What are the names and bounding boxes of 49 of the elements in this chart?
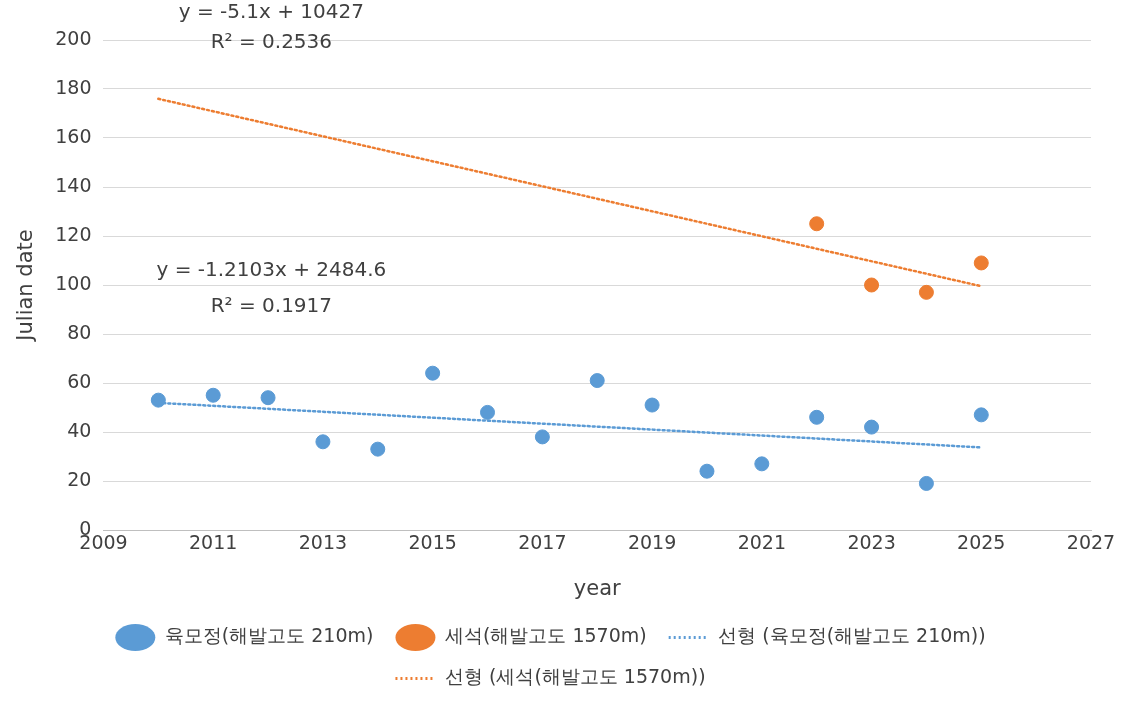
annotation: R² = 0.1917 <box>210 293 333 318</box>
point <box>864 419 880 435</box>
point <box>809 409 825 425</box>
y-tick-label: 120 <box>55 222 92 245</box>
legend-label: 선형 (육모정(해발고도 210m)) <box>718 624 986 647</box>
y-tick-label: 20 <box>67 467 92 490</box>
x-tick-label: 2023 <box>847 531 896 554</box>
x-tick-label: 2027 <box>1066 531 1116 554</box>
y-tick-label: 100 <box>55 271 92 294</box>
x-tick-label: 2025 <box>957 531 1006 554</box>
legend-label: 선형 (세석(해발고도 1570m)) <box>444 665 706 688</box>
y-tick-label: 80 <box>67 320 92 343</box>
legend-label: 세석(해발고도 1570m) <box>444 624 647 647</box>
x-tick-label: 2019 <box>627 531 677 554</box>
point <box>589 373 605 389</box>
point <box>534 429 550 445</box>
point <box>918 284 934 300</box>
x-tick-label: 2021 <box>737 531 786 554</box>
x-tick-label: 2013 <box>298 531 348 554</box>
annotation: R² = 0.2536 <box>210 28 333 53</box>
legend-label: 육모정(해발고도 210m) <box>164 624 374 647</box>
y-tick-label: 160 <box>55 124 92 147</box>
point <box>644 397 660 413</box>
point <box>425 365 441 381</box>
point <box>864 277 880 293</box>
point <box>205 387 221 403</box>
point <box>150 392 166 408</box>
point <box>315 434 331 450</box>
y-tick-label: 140 <box>55 173 92 196</box>
y-tick-label: 200 <box>55 26 92 49</box>
point <box>480 404 496 420</box>
x-tick-label: 2011 <box>189 531 238 554</box>
point <box>754 456 770 472</box>
point <box>809 216 825 232</box>
y-tick-label: 180 <box>55 75 92 98</box>
point <box>370 441 386 457</box>
x-tick-label: 2015 <box>408 531 457 554</box>
annotation: y = -1.2103x + 2484.6 <box>156 256 387 281</box>
y-tick-label: 40 <box>67 418 92 441</box>
x-axis-title: year <box>573 575 622 600</box>
y-axis-title: Julian date <box>13 229 38 343</box>
point <box>918 475 934 491</box>
point <box>973 407 989 423</box>
point <box>260 390 276 406</box>
text: y = -5.1x + 10427 <box>178 0 364 24</box>
point <box>973 255 989 271</box>
x-tick-label: 2017 <box>518 531 567 554</box>
point <box>699 463 715 479</box>
y-tick-label: 60 <box>67 369 92 392</box>
